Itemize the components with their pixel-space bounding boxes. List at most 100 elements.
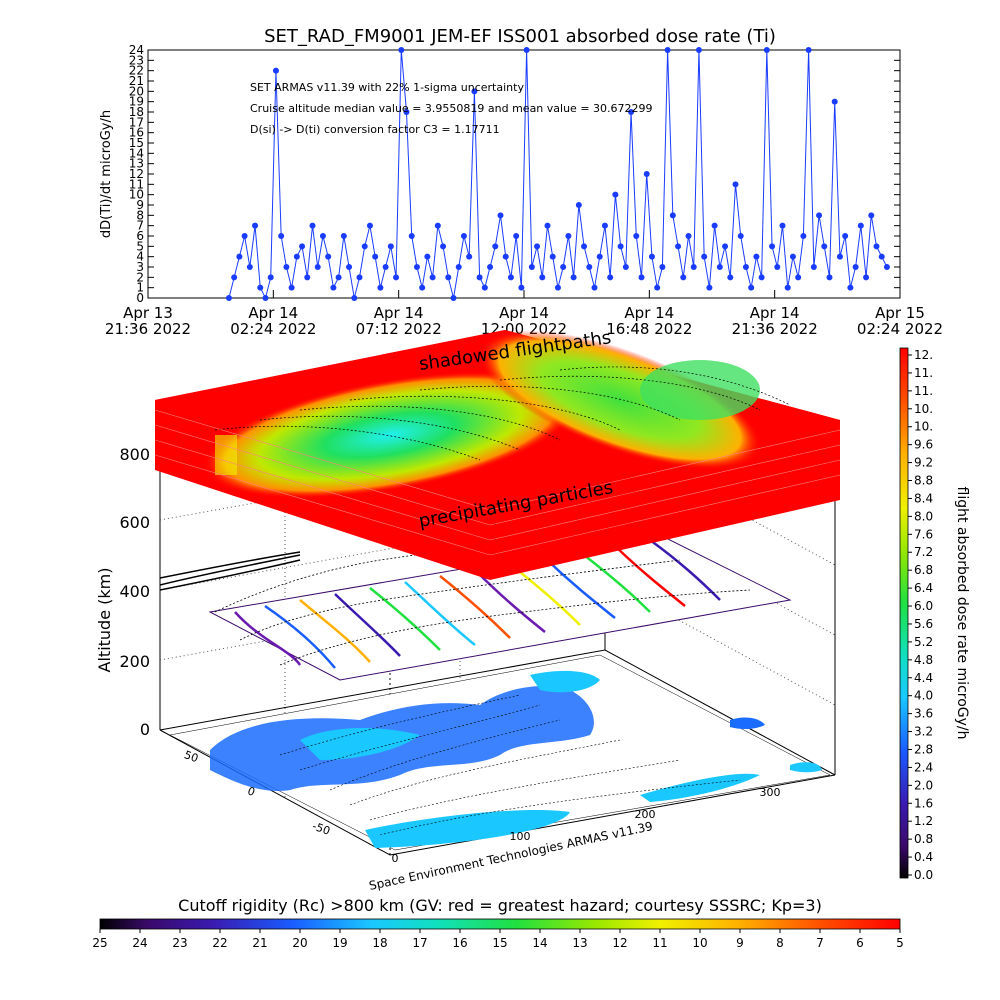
longitude-tick-100: 100	[510, 830, 531, 843]
ts-ytick-label: 11	[129, 177, 144, 191]
ts-data-point	[455, 264, 462, 270]
longitude-tick-0: 0	[392, 852, 399, 865]
ts-data-point	[617, 243, 624, 250]
ts-data-point	[507, 274, 514, 281]
ts-data-point	[356, 274, 363, 281]
cb-right-tick-label: 2.0	[914, 778, 933, 792]
cb-bottom-tick-label: 25	[92, 936, 107, 950]
ts-data-point	[648, 253, 655, 260]
cb-bottom-tick-label: 8	[776, 936, 784, 950]
ts-data-point	[664, 47, 671, 53]
cb-right-tick-label: 2.4	[914, 760, 933, 774]
ts-data-point	[758, 274, 765, 281]
ts-ytick-label: 12	[129, 167, 144, 181]
ts-data-point	[377, 284, 384, 291]
cb-right-tick-label: 10.	[914, 420, 933, 434]
annotation-uncertainty: SET ARMAS v11.39 with 22% 1-sigma uncert…	[250, 81, 524, 94]
ts-data-point	[633, 233, 640, 239]
cb-bottom-tick-label: 6	[856, 936, 864, 950]
ts-ytick-label: 20	[129, 84, 144, 98]
ts-data-point	[784, 284, 791, 291]
ts-data-point	[340, 233, 347, 239]
ts-data-point	[502, 253, 509, 260]
ts-data-point	[544, 222, 551, 229]
cutoff-rigidity-map	[169, 654, 831, 851]
ts-data-point	[246, 264, 253, 270]
ts-data-point	[847, 284, 854, 291]
ts-data-point	[528, 264, 535, 270]
ts-data-point	[366, 222, 373, 229]
cb-bottom-tick-label: 13	[572, 936, 587, 950]
ts-data-point	[690, 264, 697, 270]
cb-right-tick-label: 12.	[914, 348, 933, 362]
ts-data-point	[575, 202, 582, 208]
cb-bottom-tick-label: 23	[172, 936, 187, 950]
cb-right-tick-label: 6.0	[914, 599, 933, 613]
cutoff-rigidity-colorbar-ticks: 25 24 23 22 21 20 19 18 17 16 15 14 13 12 11 10 9 8 7 6 5	[92, 929, 904, 950]
ts-data-point	[727, 274, 734, 281]
ts-ytick-label: 24	[129, 43, 144, 57]
ts-data-point	[481, 284, 488, 291]
cb-right-tick-label: 3.2	[914, 725, 933, 739]
ts-data-point	[789, 253, 796, 260]
ts-data-point	[659, 264, 666, 270]
ts-data-point	[654, 284, 661, 291]
cb-right-tick-label: 11.	[914, 384, 933, 398]
ts-ytick-label: 6	[136, 229, 144, 243]
ts-data-point	[554, 284, 561, 291]
altitude-axis-label: Altitude (km)	[95, 568, 114, 673]
ts-data-point	[612, 191, 619, 198]
annotation-conversion-factor: D(si) -> D(ti) conversion factor C3 = 1.…	[250, 123, 500, 136]
cb-right-tick-label: 8.4	[914, 491, 933, 505]
ts-data-point	[288, 284, 295, 291]
precipitating-particles-layer: shadowed flightpaths precipitating parti…	[154, 327, 841, 580]
cb-bottom-tick-label: 12	[612, 936, 627, 950]
ts-ytick-label: 21	[129, 74, 144, 88]
longitude-tick-300: 300	[760, 786, 781, 799]
ts-data-point	[586, 264, 593, 270]
altitude-tick-0: 0	[140, 720, 150, 739]
ts-data-point	[774, 264, 781, 270]
ts-ytick-label: 9	[136, 198, 144, 212]
ts-ytick-label: 23	[129, 53, 144, 67]
ts-data-point	[711, 222, 718, 229]
ts-data-point	[638, 274, 645, 281]
ts-data-point	[821, 243, 828, 250]
cb-right-tick-label: 1.2	[914, 814, 933, 828]
ts-ytick-label: 14	[129, 146, 144, 160]
timeseries-panel: SET_RAD_FM9001 JEM-EF ISS001 absorbed do…	[99, 26, 943, 338]
ts-data-point	[445, 274, 452, 281]
ts-ytick-label: 10	[129, 188, 144, 202]
ts-data-point	[549, 253, 556, 260]
cb-right-tick-label: 10.	[914, 402, 933, 416]
ts-data-point	[873, 243, 880, 250]
ts-ytick-label: 22	[129, 64, 144, 78]
ts-data-point	[685, 233, 692, 239]
ts-data-point	[722, 243, 729, 250]
ts-ytick-label: 15	[129, 136, 144, 150]
ts-data-point	[272, 67, 279, 74]
ts-data-point	[628, 109, 635, 115]
ts-ytick-label: 13	[129, 157, 144, 171]
ts-data-point	[466, 253, 473, 260]
ts-data-point	[518, 284, 525, 291]
cb-right-tick-label: 8.0	[914, 509, 933, 523]
ts-data-point	[440, 243, 447, 250]
ts-data-point	[795, 274, 802, 281]
ts-data-point	[523, 47, 530, 53]
cb-right-tick-label: 0.4	[914, 850, 933, 864]
ts-data-point	[393, 274, 400, 281]
ts-data-point	[267, 274, 274, 281]
cb-right-tick-label: 0.8	[914, 832, 933, 846]
ts-data-point	[283, 264, 290, 270]
ts-data-point	[763, 47, 770, 53]
cutoff-rigidity-colorbar-gradient	[99, 918, 901, 930]
cb-bottom-tick-label: 24	[132, 936, 147, 950]
ts-data-point	[868, 212, 875, 219]
ts-xtick-label-date: Apr 14	[624, 304, 674, 322]
altitude-ticks: 0 200 400 600 800	[119, 445, 150, 739]
ts-data-point	[716, 264, 723, 270]
ts-data-point	[419, 284, 426, 291]
ts-data-point	[346, 264, 353, 270]
ts-data-point	[737, 233, 744, 239]
